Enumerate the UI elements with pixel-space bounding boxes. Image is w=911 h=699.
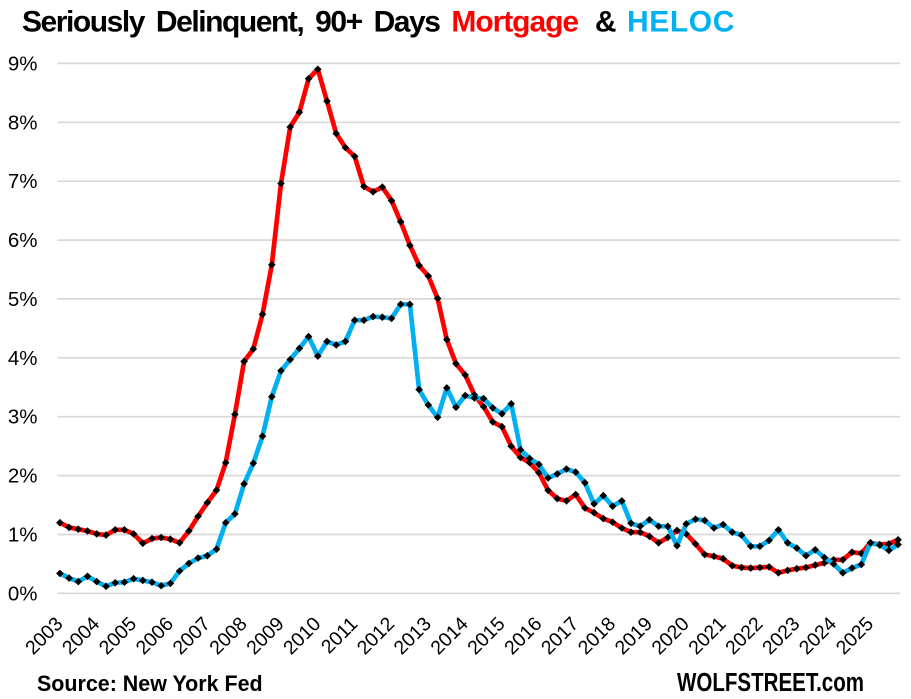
svg-text:0%: 0% <box>8 582 38 605</box>
svg-text:Seriously Delinquent, 90+ Days: Seriously Delinquent, 90+ Days Mortgage … <box>22 6 735 39</box>
svg-text:9%: 9% <box>8 52 38 75</box>
svg-text:7%: 7% <box>8 170 38 193</box>
svg-text:8%: 8% <box>8 111 38 134</box>
svg-text:3%: 3% <box>8 406 38 429</box>
svg-text:5%: 5% <box>8 288 38 311</box>
svg-text:1%: 1% <box>8 524 38 547</box>
svg-text:6%: 6% <box>8 229 38 252</box>
svg-text:Source: New York Fed: Source: New York Fed <box>37 671 263 696</box>
svg-text:2%: 2% <box>8 465 38 488</box>
svg-text:WOLFSTREET.com: WOLFSTREET.com <box>677 668 864 697</box>
svg-text:4%: 4% <box>8 347 38 370</box>
